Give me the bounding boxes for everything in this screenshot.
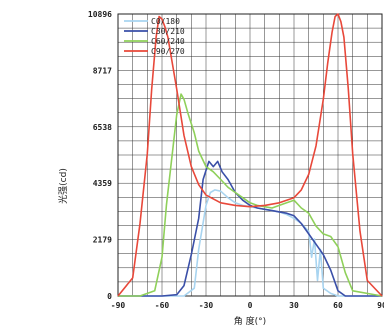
y-tick-label: 8717 <box>93 66 112 75</box>
x-tick-label: -60 <box>155 301 170 310</box>
series-line-C90/270 <box>117 13 383 297</box>
y-axis-label: 光强(cd) <box>57 168 69 204</box>
y-tick-labels: 0 2179 4359 6538 8717 10896 <box>88 10 112 301</box>
grid <box>117 13 383 297</box>
x-tick-label: 30 <box>289 301 299 310</box>
x-axis-label: 角 度(°) <box>234 315 266 327</box>
y-tick-label: 0 <box>107 292 112 301</box>
y-tick-label: 4359 <box>93 179 112 188</box>
x-tick-label: 60 <box>333 301 343 310</box>
x-tick-label: -30 <box>199 301 214 310</box>
x-tick-label: -90 <box>111 301 126 310</box>
legend-label: C0/180 <box>151 17 180 26</box>
y-tick-label: 10896 <box>88 10 112 19</box>
legend-label: C90/270 <box>151 47 185 56</box>
y-tick-label: 2179 <box>93 236 112 245</box>
x-tick-label: 0 <box>248 301 253 310</box>
series-line-C60/240 <box>118 93 383 297</box>
y-tick-label: 6538 <box>93 123 112 132</box>
plot-frame <box>117 13 383 297</box>
series-layer <box>117 13 383 297</box>
legend-label: C60/240 <box>151 37 185 46</box>
legend-label: C30/210 <box>151 27 185 36</box>
x-tick-labels: -90 -60 -30 0 30 60 90 <box>111 301 384 310</box>
x-tick-label: 90 <box>377 301 384 310</box>
